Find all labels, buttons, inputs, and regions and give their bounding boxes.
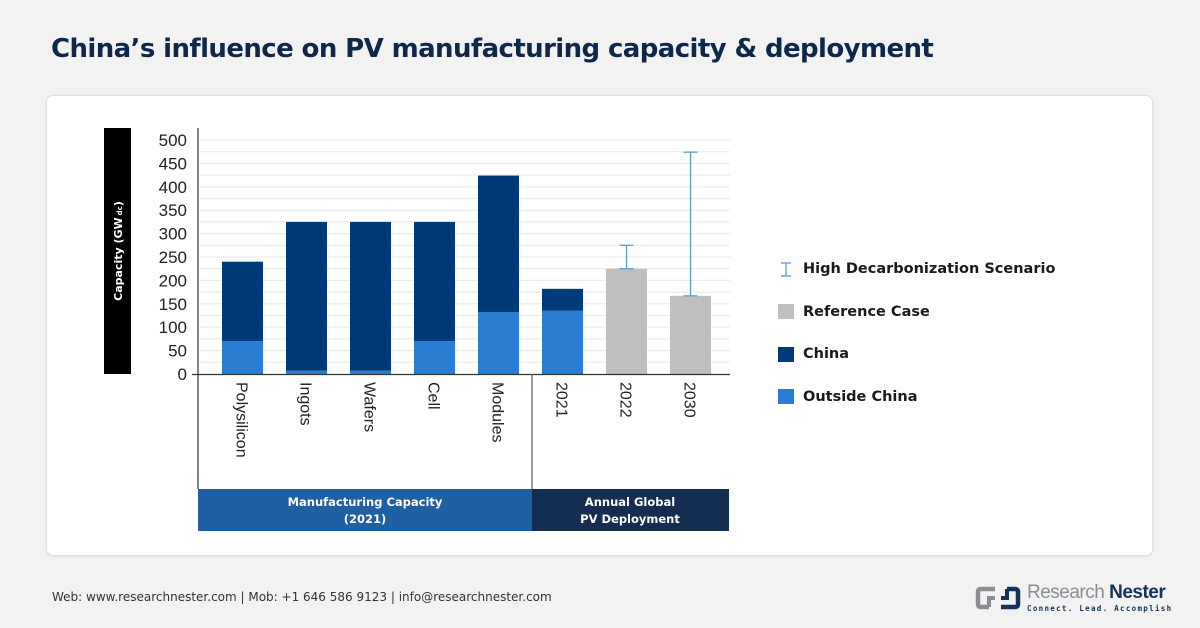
legend-label: High Decarbonization Scenario bbox=[803, 261, 1056, 278]
y-tick-label: 200 bbox=[159, 271, 187, 290]
bar-china bbox=[542, 288, 583, 311]
y-tick-label: 500 bbox=[159, 131, 187, 150]
bar-outside-china bbox=[222, 341, 263, 374]
logo-mark-icon bbox=[975, 586, 1021, 610]
legend-item-china: China bbox=[778, 333, 1055, 376]
x-tick-label: 2030 bbox=[681, 382, 698, 418]
legend-label: Reference Case bbox=[803, 303, 930, 320]
error-bar bbox=[683, 151, 698, 297]
bar-china bbox=[414, 221, 455, 342]
x-tick-label: Modules bbox=[489, 382, 506, 442]
bar-china bbox=[478, 175, 519, 313]
footer-contact: Web: www.researchnester.com | Mob: +1 64… bbox=[52, 590, 552, 604]
bar-china bbox=[286, 221, 327, 371]
x-tick-label: Cell bbox=[425, 382, 442, 410]
bar-outside-china bbox=[350, 370, 391, 374]
page-title: China’s influence on PV manufacturing ca… bbox=[51, 34, 934, 64]
bar-reference-case bbox=[670, 295, 711, 374]
error-bars bbox=[619, 151, 698, 297]
bar-china bbox=[222, 261, 263, 342]
x-tick-label: 2022 bbox=[617, 382, 634, 418]
logo-tagline: Connect. Lead. Accomplish bbox=[1027, 604, 1173, 613]
legend-label: Outside China bbox=[803, 388, 918, 405]
bar-china bbox=[350, 221, 391, 371]
logo-name-part1: Research bbox=[1027, 582, 1105, 603]
y-tick-label: 450 bbox=[159, 154, 187, 173]
bar-outside-china bbox=[478, 312, 519, 374]
y-tick-label: 50 bbox=[168, 342, 187, 361]
y-tick-label: 0 bbox=[178, 365, 187, 384]
bar-reference-case bbox=[606, 268, 647, 374]
group-band-manufacturing bbox=[198, 489, 532, 531]
x-tick-label: Polysilicon bbox=[233, 382, 250, 458]
legend-swatch-gray bbox=[778, 304, 794, 320]
y-tick-labels: 0 50 100 150 200 250 300 350 400 450 500 bbox=[159, 131, 187, 384]
legend-swatch-dark-blue bbox=[778, 346, 794, 362]
bar-outside-china bbox=[286, 370, 327, 374]
legend: High Decarbonization Scenario Reference … bbox=[778, 248, 1055, 418]
errorbar-icon bbox=[781, 262, 791, 277]
y-axis-label: Capacity (GWdc) bbox=[112, 201, 125, 301]
bar-outside-china bbox=[414, 341, 455, 374]
gridlines bbox=[199, 139, 730, 363]
y-tick-label: 350 bbox=[159, 201, 187, 220]
y-tick-label: 100 bbox=[159, 318, 187, 337]
legend-item-reference-case: Reference Case bbox=[778, 291, 1055, 334]
group-label-deployment-line2: PV Deployment bbox=[580, 512, 680, 526]
bar-outside-china bbox=[542, 310, 583, 374]
y-tick-label: 400 bbox=[159, 178, 187, 197]
logo: Research Nester Connect. Lead. Accomplis… bbox=[975, 583, 1172, 613]
logo-name: Research Nester bbox=[1027, 583, 1172, 602]
group-label-deployment-line1: Annual Global bbox=[585, 495, 675, 509]
y-axis-label-box bbox=[104, 128, 131, 374]
y-tick-label: 150 bbox=[159, 295, 187, 314]
y-tick-label: 250 bbox=[159, 248, 187, 267]
legend-label: China bbox=[803, 346, 850, 363]
group-label-manufacturing-line2: (2021) bbox=[344, 512, 387, 526]
y-tick-label: 300 bbox=[159, 225, 187, 244]
bars bbox=[222, 175, 711, 374]
legend-item-high-decarbonization: High Decarbonization Scenario bbox=[778, 248, 1055, 291]
legend-item-outside-china: Outside China bbox=[778, 376, 1055, 419]
group-label-manufacturing-line1: Manufacturing Capacity bbox=[288, 495, 443, 509]
x-tick-label: Ingots bbox=[297, 382, 314, 426]
legend-swatch-light-blue bbox=[778, 389, 794, 405]
x-tick-label: Wafers bbox=[361, 382, 378, 432]
group-band-deployment bbox=[532, 489, 729, 531]
logo-name-part2: Nester bbox=[1109, 582, 1166, 603]
category-labels: Polysilicon Ingots Wafers Cell Modules 2021 20… bbox=[233, 382, 698, 458]
x-tick-label: 2021 bbox=[553, 382, 570, 418]
error-bar bbox=[619, 244, 634, 270]
